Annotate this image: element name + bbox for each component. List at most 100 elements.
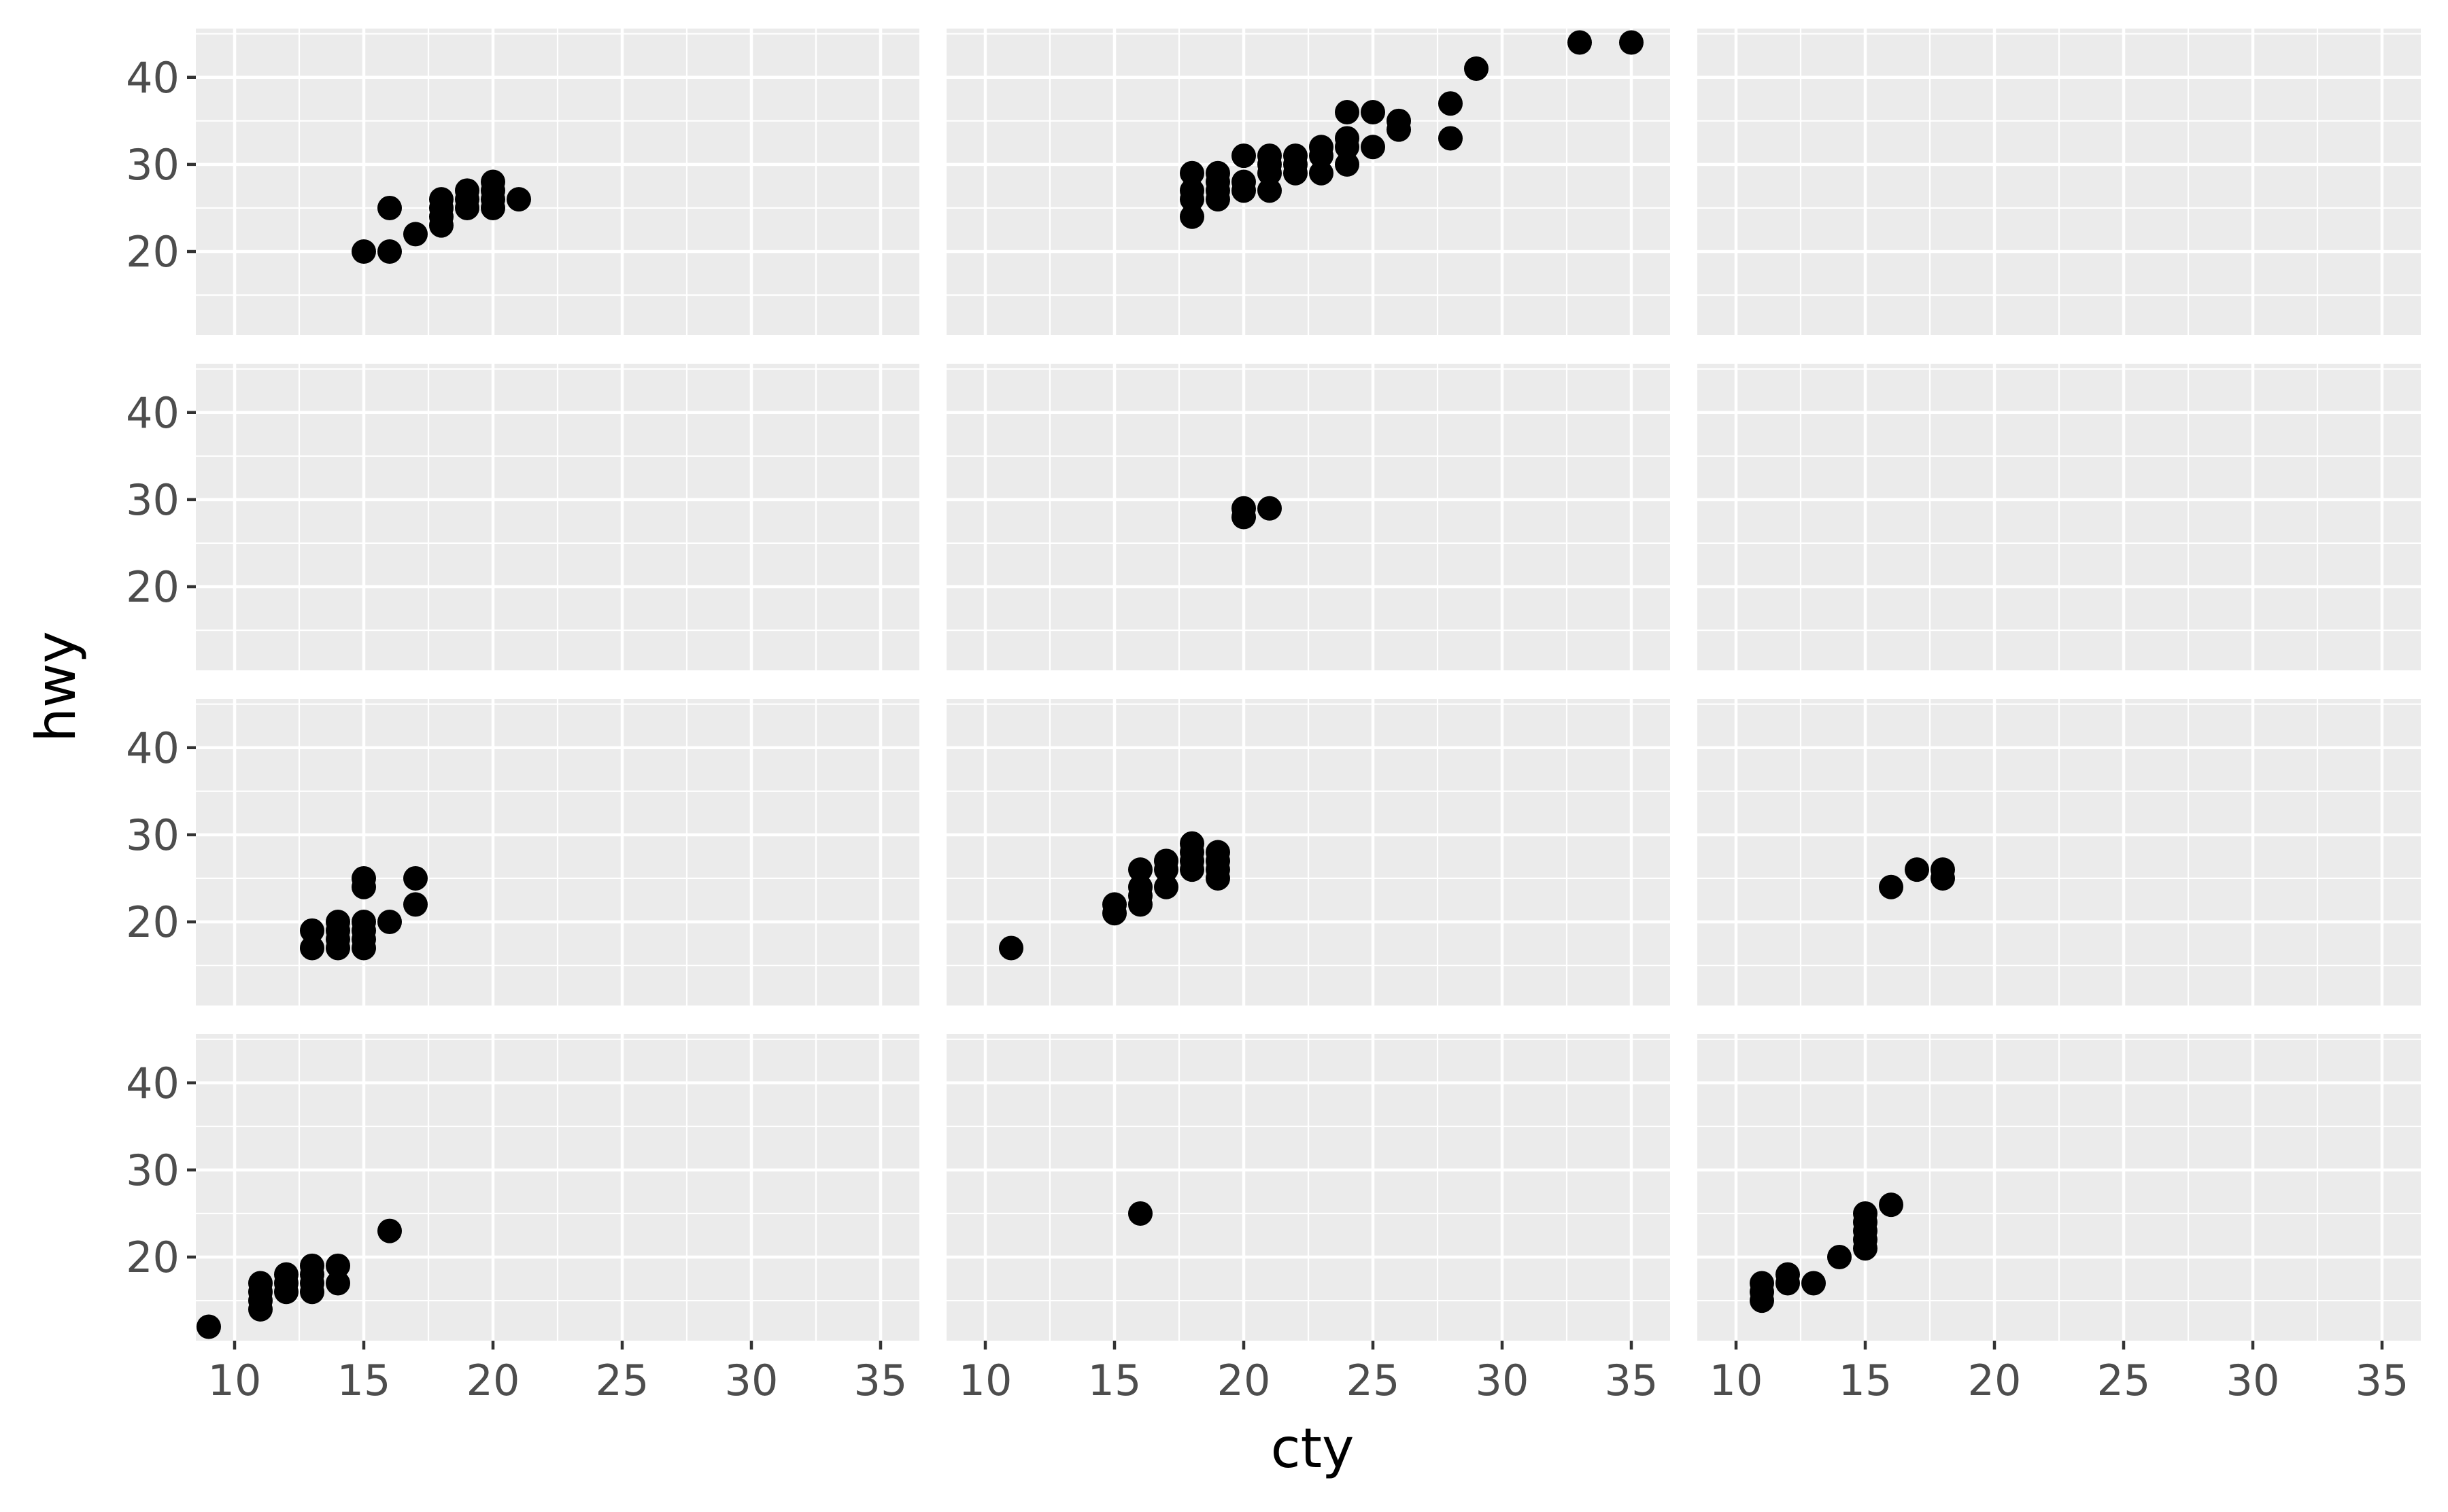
data-point [1257,496,1282,521]
data-point [377,195,402,220]
data-point [1931,857,1955,882]
data-point [377,1218,402,1243]
data-point [1180,831,1204,856]
x-tick-label: 20 [1968,1356,2022,1405]
data-point [1128,874,1153,899]
data-point [1361,135,1385,160]
y-tick-label: 30 [126,1146,180,1195]
x-tick-label: 15 [1839,1356,1892,1405]
y-tick-label: 30 [126,810,180,860]
facet-panel-r2-c2 [1697,699,2421,1006]
x-tick-label: 30 [1476,1356,1529,1405]
facet-panel-r3-c2 [1697,1034,2421,1341]
data-point [1438,91,1463,116]
x-tick-label: 25 [2097,1356,2151,1405]
data-point [1257,178,1282,203]
data-point [1905,857,1929,882]
facet-panel-r3-c1 [947,1034,1670,1341]
data-point [403,865,428,891]
data-point [1827,1245,1852,1269]
data-point [1154,848,1178,874]
data-point [377,910,402,934]
x-axis-title: cty [1271,1417,1355,1480]
data-point [1128,857,1153,882]
data-point [1879,1192,1903,1218]
data-point [1879,874,1903,899]
x-tick-label: 10 [959,1356,1013,1405]
x-tick-label: 20 [466,1356,520,1405]
data-point [352,239,376,264]
facet-panels [196,29,2421,1341]
x-tick-label: 35 [854,1356,908,1405]
data-point [274,1262,299,1287]
data-point [403,892,428,917]
facet-panel-r1-c0 [196,364,919,670]
data-point [1750,1271,1774,1296]
data-point [1438,126,1463,151]
data-point [326,910,350,934]
data-point [326,1253,350,1278]
data-point [300,1253,324,1278]
x-tick-label: 25 [1346,1356,1400,1405]
facet-panel-r3-c0 [196,1034,919,1341]
data-point [455,178,479,203]
x-tick-label: 10 [208,1356,262,1405]
y-axis-title: hwy [24,631,88,742]
data-point [1335,126,1359,151]
y-tick-label: 20 [126,227,180,277]
facet-panel-r0-c1 [947,29,1670,335]
data-point [300,918,324,943]
facet-panel-r2-c0 [196,699,919,1006]
data-point [1231,143,1256,169]
y-tick-label: 40 [126,53,180,103]
x-tick-label: 10 [1710,1356,1763,1405]
axes: 20 30 40 20 30 40 20 30 40 20 30 40 10 15 20 25 30 35 10 15… [126,53,2409,1405]
data-point [999,935,1023,961]
data-point [197,1314,221,1339]
x-tick-label: 15 [1088,1356,1142,1405]
data-point [1775,1262,1800,1287]
y-tick-label: 30 [126,475,180,525]
data-point [507,187,531,212]
data-point [1154,874,1178,899]
data-point [1180,160,1204,186]
data-point [1231,169,1256,194]
y-tick-label: 20 [126,562,180,612]
data-point [1619,30,1644,55]
data-point [1128,1201,1153,1226]
data-point [1335,100,1359,124]
y-tick-label: 20 [126,1233,180,1282]
facet-panel-r2-c1 [947,699,1670,1006]
data-point [326,1271,350,1296]
data-point [1283,143,1308,169]
data-point [1335,152,1359,177]
data-point [1309,135,1333,160]
x-tick-label: 30 [2226,1356,2280,1405]
y-tick-label: 30 [126,140,180,190]
facet-panel-r0-c0 [196,29,919,335]
data-point [1309,160,1333,186]
data-point [1464,56,1489,81]
y-tick-label: 20 [126,897,180,947]
x-tick-label: 30 [725,1356,779,1405]
x-tick-label: 25 [596,1356,649,1405]
data-point [1231,496,1256,521]
data-point [403,222,428,247]
y-tick-label: 40 [126,1059,180,1108]
data-point [352,865,376,891]
data-point [1387,108,1411,133]
data-point [481,169,505,194]
data-point [377,239,402,264]
facet-panel-r1-c2 [1697,364,2421,670]
data-point [1102,892,1127,917]
x-tick-label: 20 [1217,1356,1271,1405]
data-point [1853,1201,1877,1226]
data-point [1567,30,1592,55]
x-tick-label: 35 [2356,1356,2409,1405]
data-point [1180,204,1204,229]
data-point [352,910,376,934]
facet-panel-r0-c2 [1697,29,2421,335]
facet-panel-r1-c1 [947,364,1670,670]
y-tick-label: 40 [126,723,180,773]
